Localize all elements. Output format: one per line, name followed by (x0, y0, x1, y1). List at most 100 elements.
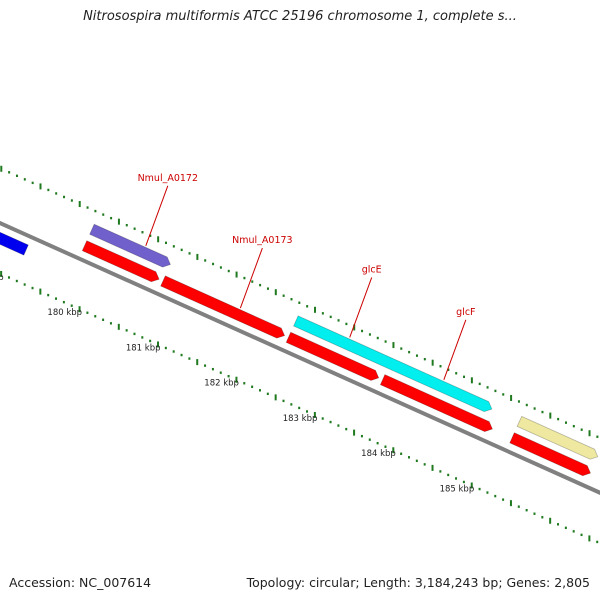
ruler-tick-label: 182 kbp (204, 379, 239, 389)
inner-tick-mark (235, 376, 238, 383)
outer-tick-mark (133, 227, 136, 230)
minor-tick-dots (0, 165, 599, 544)
outer-tick-mark (368, 333, 371, 336)
outer-tick-mark (164, 241, 167, 245)
inner-tick-mark (78, 306, 81, 313)
gene-labels-layer: Nmul_A0172 Nmul_A0173 glcE glcF (138, 173, 476, 380)
outer-tick-mark (541, 410, 544, 414)
inner-tick-mark (196, 359, 199, 366)
inner-tick-mark (0, 270, 3, 277)
outer-tick-mark (423, 357, 426, 361)
outer-tick-mark (510, 394, 513, 401)
inner-tick-mark (455, 477, 458, 480)
inner-tick-mark (31, 286, 34, 290)
outer-tick-mark (180, 248, 183, 252)
inner-tick-mark (313, 411, 316, 418)
inner-tick-mark (470, 482, 473, 489)
outer-tick-mark (549, 412, 552, 419)
inner-tick-mark (392, 447, 395, 454)
inner-tick-mark (525, 508, 528, 512)
outer-tick-mark (86, 206, 89, 209)
inner-tick-mark (133, 332, 136, 336)
outer-tick-mark (110, 216, 113, 220)
outer-tick-mark (596, 435, 599, 438)
outer-tick-mark (361, 329, 364, 333)
inner-tick-mark (517, 505, 520, 508)
inner-tick-mark (109, 322, 112, 325)
outer-tick-mark (447, 368, 450, 371)
inner-tick-mark (345, 427, 348, 431)
outer-tick-mark (172, 245, 175, 248)
inner-tick-mark (204, 364, 207, 367)
gene-label-leader (239, 247, 263, 309)
outer-tick-mark (125, 223, 128, 227)
inner-tick-mark (15, 279, 18, 283)
outer-tick-mark (439, 365, 442, 368)
gene-feature (160, 275, 286, 339)
features-layer (0, 223, 599, 477)
inner-tick-mark (580, 533, 583, 537)
gene-feature (81, 240, 160, 283)
outer-tick-mark (39, 183, 42, 190)
genome-stats: Topology: circular; Length: 3,184,243 bp… (246, 575, 590, 590)
inner-tick-mark (572, 530, 575, 533)
inner-tick-mark (164, 346, 167, 350)
inner-tick-mark (23, 283, 26, 286)
outer-tick-mark (196, 253, 199, 260)
outer-tick-mark (15, 174, 18, 178)
inner-tick-mark (478, 487, 481, 491)
inner-tick-mark (321, 417, 324, 420)
gene-feature (509, 432, 592, 477)
outer-tick-mark (486, 386, 489, 389)
accession-info: Accession: NC_007614 (9, 575, 151, 590)
outer-tick-mark (55, 192, 58, 195)
inner-tick-mark (125, 329, 128, 332)
outer-tick-mark (517, 400, 520, 403)
accession-value: NC_007614 (79, 575, 152, 590)
outer-tick-mark (525, 403, 528, 407)
inner-tick-mark (86, 311, 89, 314)
gene-label-leader (145, 185, 169, 246)
topology-label: Topology: (246, 575, 306, 590)
inner-tick-mark (439, 470, 442, 473)
inner-tick-mark (62, 300, 65, 304)
outer-tick-mark (353, 324, 356, 331)
outer-tick-mark (588, 430, 591, 437)
outer-tick-mark (298, 301, 301, 304)
outer-tick-mark (251, 280, 254, 283)
genes-value: 2,805 (554, 575, 590, 590)
inner-tick-mark (557, 523, 560, 526)
outer-tick-mark (31, 181, 34, 185)
outer-tick-mark (431, 359, 434, 366)
gene-feature (379, 374, 493, 433)
outer-tick-mark (0, 165, 3, 172)
outer-tick-mark (337, 319, 340, 322)
genes-label: Genes: (506, 575, 551, 590)
inner-tick-mark (227, 375, 230, 378)
outer-tick-mark (470, 377, 473, 384)
gene-label: glcF (456, 307, 475, 318)
outer-tick-mark (266, 287, 269, 290)
outer-tick-mark (78, 201, 81, 208)
outer-tick-mark (141, 231, 144, 234)
outer-tick-mark (94, 209, 97, 213)
outer-tick-mark (408, 350, 411, 354)
inner-tick-mark (141, 336, 144, 339)
inner-tick-mark (431, 464, 434, 471)
inner-tick-mark (70, 304, 73, 307)
inner-tick-mark (39, 288, 42, 295)
outer-tick-mark (8, 171, 11, 174)
outer-tick-mark (502, 393, 505, 396)
outer-tick-mark (392, 342, 395, 349)
inner-tick-mark (549, 517, 552, 524)
gene-feature (0, 231, 29, 256)
inner-tick-mark (588, 535, 591, 542)
inner-tick-mark (329, 420, 332, 424)
outer-tick-mark (259, 283, 262, 287)
inner-tick-mark (353, 429, 356, 436)
inner-tick-mark (94, 315, 97, 318)
outer-tick-mark (384, 340, 387, 343)
inner-tick-mark (180, 353, 183, 357)
